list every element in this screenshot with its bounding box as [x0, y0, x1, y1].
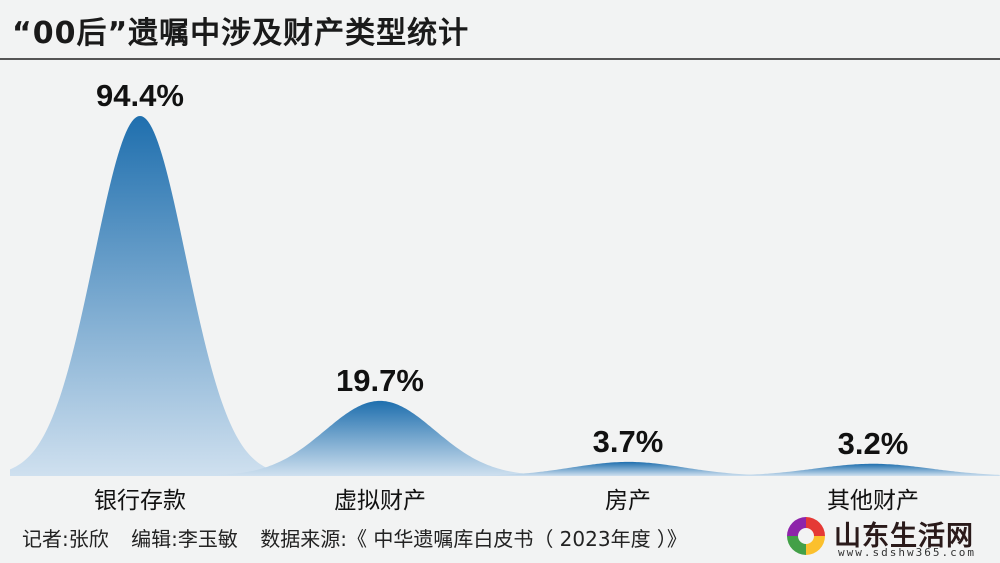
- category-label-3: 房产: [605, 488, 651, 514]
- title-divider: [0, 58, 1000, 60]
- credits: 记者:张欣 编辑:李玉敏 数据来源:《 中华遗嘱库白皮书（ 2023年度 ）》: [22, 523, 703, 552]
- chart-title: “00后”遗嘱中涉及财产类型统计: [12, 16, 470, 51]
- logo-icon: [786, 516, 826, 556]
- value-label-4: 3.2%: [838, 426, 909, 461]
- category-label-1: 银行存款: [94, 488, 186, 514]
- reporter-credit: 记者:张欣: [22, 527, 109, 551]
- peak-3: [448, 461, 808, 476]
- peak-2: [204, 400, 556, 476]
- logo-name: 山东生活网: [834, 521, 974, 552]
- peaks-group: [10, 116, 1000, 476]
- value-label-3: 3.7%: [593, 424, 664, 459]
- logo-url: www.sdshw365.com: [838, 546, 976, 559]
- peak-4: [687, 463, 1000, 476]
- value-label-1: 94.4%: [96, 78, 184, 113]
- peak-1: [10, 116, 288, 476]
- data-source: 数据来源:《 中华遗嘱库白皮书（ 2023年度 ）》: [260, 527, 687, 551]
- editor-credit: 编辑:李玉敏: [131, 527, 238, 551]
- value-label-2: 19.7%: [336, 363, 424, 398]
- site-logo: 山东生活网 www.sdshw365.com: [784, 512, 996, 560]
- labels-group: 94.4% 银行存款 19.7% 虚拟财产 3.7% 房产 3.2% 其他财产: [94, 78, 919, 514]
- category-label-4: 其他财产: [827, 488, 919, 514]
- category-label-2: 虚拟财产: [334, 488, 426, 514]
